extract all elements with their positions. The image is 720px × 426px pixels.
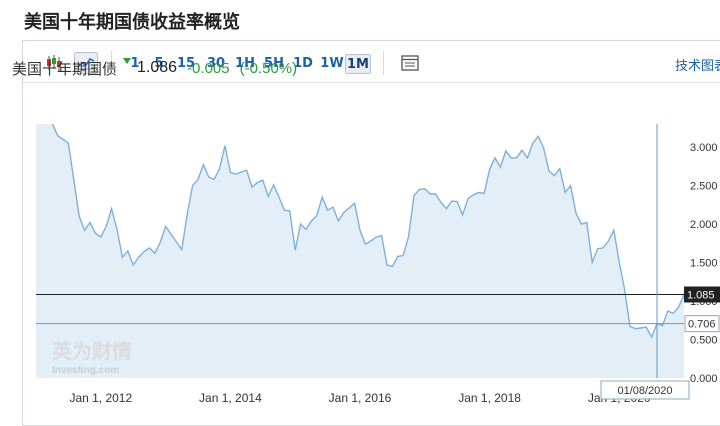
period-button-1h[interactable]: 1H <box>235 56 255 71</box>
current-value-badge <box>684 286 720 303</box>
period-button-15[interactable]: 15 <box>176 56 196 71</box>
crosshair-x-label: 01/08/2020 <box>617 385 672 397</box>
price-change: -0.005 <box>187 59 230 77</box>
toolbar-separator <box>383 51 384 75</box>
down-arrow-icon <box>123 58 132 64</box>
period-button-5[interactable]: 5 <box>154 56 164 71</box>
y-tick-label: 0.500 <box>690 335 718 347</box>
quote-bar: 美国十年期国债 1.086 -0.005 (-0.50%) <box>12 58 297 78</box>
x-tick-label: Jan 1, 2016 <box>329 391 392 405</box>
x-tick-label: Jan 1, 2018 <box>458 391 521 405</box>
line-chart-icon[interactable] <box>74 52 98 74</box>
y-tick-label: 2.000 <box>690 219 718 231</box>
period-button-1d[interactable]: 1D <box>293 56 313 71</box>
period-button-1[interactable]: 1 <box>130 56 140 71</box>
series-line <box>51 124 684 339</box>
crosshair-y-label: 0.706 <box>688 319 716 331</box>
period-button-1w[interactable]: 1W <box>320 56 344 71</box>
period-button-5h[interactable]: 5H <box>264 56 284 71</box>
period-button-1m[interactable]: 1M <box>345 54 371 74</box>
candlestick-icon[interactable] <box>42 52 66 74</box>
period-button-30[interactable]: 30 <box>206 56 226 71</box>
tech-chart-link[interactable]: 技术图表 <box>675 59 720 74</box>
y-tick-label: 2.500 <box>690 181 718 193</box>
last-price: 1.086 <box>137 59 178 76</box>
x-tick-label: Jan 1, 2014 <box>199 391 262 405</box>
y-tick-label: 0.000 <box>690 373 718 385</box>
price-change-percent: (-0.50%) <box>239 59 298 77</box>
y-tick-label: 1.500 <box>690 258 718 270</box>
crosshair-x-badge <box>600 380 690 400</box>
watermark-sub: Investing.com <box>52 365 119 376</box>
crosshair-y-badge <box>684 315 720 333</box>
series-area <box>36 124 684 378</box>
instrument-name: 美国十年期国债 <box>12 59 118 78</box>
page-title: 美国十年期国债收益率概览 <box>24 12 240 33</box>
current-value-label: 1.085 <box>687 289 715 301</box>
toolbar-separator <box>111 51 112 75</box>
y-tick-label: 3.000 <box>690 142 718 154</box>
settings-panel-icon[interactable] <box>398 52 422 74</box>
x-tick-label: Jan 1, 2012 <box>69 391 132 405</box>
watermark-brand: 英为财情 <box>52 339 132 363</box>
